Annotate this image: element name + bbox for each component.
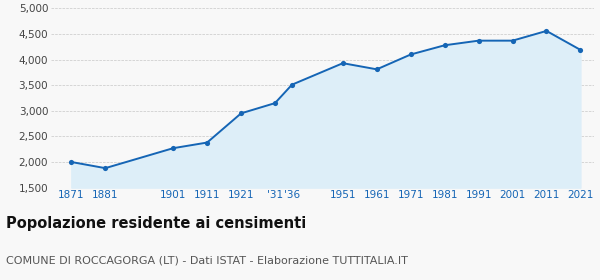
Point [101,166,110,171]
Point [542,29,551,33]
Point [67,160,76,164]
Point [406,52,416,57]
Point [508,38,517,43]
Point [287,82,297,87]
Text: COMUNE DI ROCCAGORGA (LT) - Dati ISTAT - Elaborazione TUTTITALIA.IT: COMUNE DI ROCCAGORGA (LT) - Dati ISTAT -… [6,255,408,265]
Point [236,111,246,116]
Point [169,146,178,150]
Point [270,101,280,105]
Point [372,67,382,72]
Point [338,61,347,66]
Point [474,38,484,43]
Point [440,43,449,48]
Point [575,48,585,52]
Point [202,140,212,145]
Text: Popolazione residente ai censimenti: Popolazione residente ai censimenti [6,216,306,231]
